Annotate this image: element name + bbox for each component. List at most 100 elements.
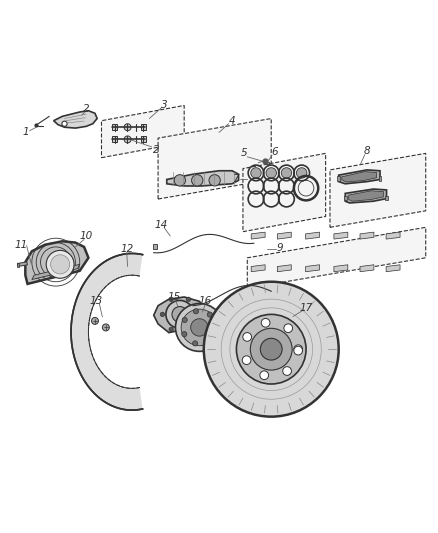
- Circle shape: [92, 318, 99, 325]
- Circle shape: [251, 168, 261, 178]
- Circle shape: [169, 297, 173, 302]
- Text: 1: 1: [22, 126, 28, 136]
- Bar: [153, 244, 157, 249]
- Bar: [269, 290, 273, 296]
- Polygon shape: [360, 232, 374, 239]
- Circle shape: [166, 301, 194, 328]
- Polygon shape: [345, 189, 387, 203]
- Circle shape: [284, 324, 293, 333]
- Circle shape: [195, 312, 199, 317]
- Polygon shape: [167, 171, 239, 186]
- Polygon shape: [243, 154, 325, 232]
- Polygon shape: [334, 265, 348, 272]
- Polygon shape: [71, 254, 142, 410]
- Circle shape: [266, 168, 276, 178]
- Bar: [18, 262, 27, 266]
- Circle shape: [213, 326, 219, 331]
- Circle shape: [124, 124, 131, 131]
- Text: 15: 15: [168, 292, 181, 302]
- Circle shape: [207, 312, 212, 317]
- Polygon shape: [386, 232, 400, 239]
- Polygon shape: [251, 232, 265, 239]
- Circle shape: [193, 341, 198, 346]
- Polygon shape: [306, 232, 320, 239]
- Circle shape: [50, 255, 70, 274]
- Polygon shape: [251, 265, 265, 272]
- Circle shape: [213, 325, 219, 330]
- Circle shape: [297, 168, 307, 178]
- Polygon shape: [339, 170, 380, 184]
- Polygon shape: [277, 232, 291, 239]
- Circle shape: [186, 297, 191, 302]
- Circle shape: [174, 175, 185, 186]
- Polygon shape: [360, 265, 374, 272]
- Circle shape: [261, 318, 270, 327]
- Circle shape: [124, 136, 131, 143]
- Circle shape: [260, 371, 268, 379]
- Bar: [17, 263, 19, 268]
- Circle shape: [283, 367, 291, 375]
- Circle shape: [294, 345, 303, 353]
- Text: 10: 10: [80, 231, 93, 241]
- Circle shape: [181, 309, 218, 346]
- Polygon shape: [102, 106, 184, 158]
- Circle shape: [182, 317, 187, 322]
- Text: 6: 6: [272, 148, 278, 157]
- Text: 5: 5: [241, 148, 247, 158]
- Bar: [141, 124, 146, 130]
- Text: 16: 16: [198, 296, 212, 306]
- Text: 17: 17: [300, 303, 313, 313]
- Text: 12: 12: [120, 244, 133, 254]
- Polygon shape: [158, 118, 271, 199]
- Bar: [337, 176, 340, 181]
- Text: 7: 7: [232, 174, 238, 184]
- Text: 14: 14: [155, 220, 168, 230]
- Circle shape: [207, 338, 212, 343]
- Circle shape: [204, 282, 339, 417]
- Text: 13: 13: [90, 296, 103, 306]
- Text: 2: 2: [83, 104, 89, 114]
- Circle shape: [237, 314, 306, 384]
- Circle shape: [102, 324, 110, 331]
- Circle shape: [182, 332, 187, 337]
- Polygon shape: [330, 154, 426, 228]
- Polygon shape: [306, 265, 320, 272]
- Circle shape: [281, 168, 292, 178]
- Bar: [379, 176, 381, 181]
- Polygon shape: [154, 297, 206, 333]
- Bar: [385, 196, 388, 200]
- Polygon shape: [25, 241, 88, 284]
- Bar: [266, 162, 269, 164]
- Circle shape: [46, 251, 74, 278]
- Polygon shape: [349, 191, 384, 201]
- Circle shape: [294, 346, 303, 355]
- Circle shape: [169, 327, 173, 332]
- Circle shape: [260, 338, 282, 360]
- Text: 4: 4: [229, 116, 235, 126]
- Text: 9: 9: [277, 243, 283, 253]
- Polygon shape: [53, 111, 97, 128]
- Circle shape: [193, 309, 198, 314]
- Polygon shape: [32, 264, 80, 279]
- Circle shape: [172, 306, 187, 322]
- Polygon shape: [342, 172, 377, 182]
- Circle shape: [191, 175, 203, 186]
- Circle shape: [62, 121, 67, 126]
- Bar: [141, 136, 146, 142]
- Text: 8: 8: [364, 146, 370, 156]
- Polygon shape: [277, 265, 291, 272]
- Circle shape: [191, 319, 208, 336]
- Circle shape: [209, 175, 220, 186]
- Text: 3: 3: [161, 100, 168, 110]
- Circle shape: [242, 356, 251, 365]
- Polygon shape: [247, 228, 426, 288]
- Circle shape: [251, 328, 292, 370]
- Polygon shape: [334, 232, 348, 239]
- Bar: [112, 136, 117, 142]
- Bar: [344, 196, 346, 200]
- Circle shape: [176, 303, 223, 351]
- Text: 11: 11: [15, 240, 28, 250]
- Polygon shape: [386, 265, 400, 272]
- Circle shape: [160, 312, 165, 317]
- Circle shape: [243, 333, 251, 341]
